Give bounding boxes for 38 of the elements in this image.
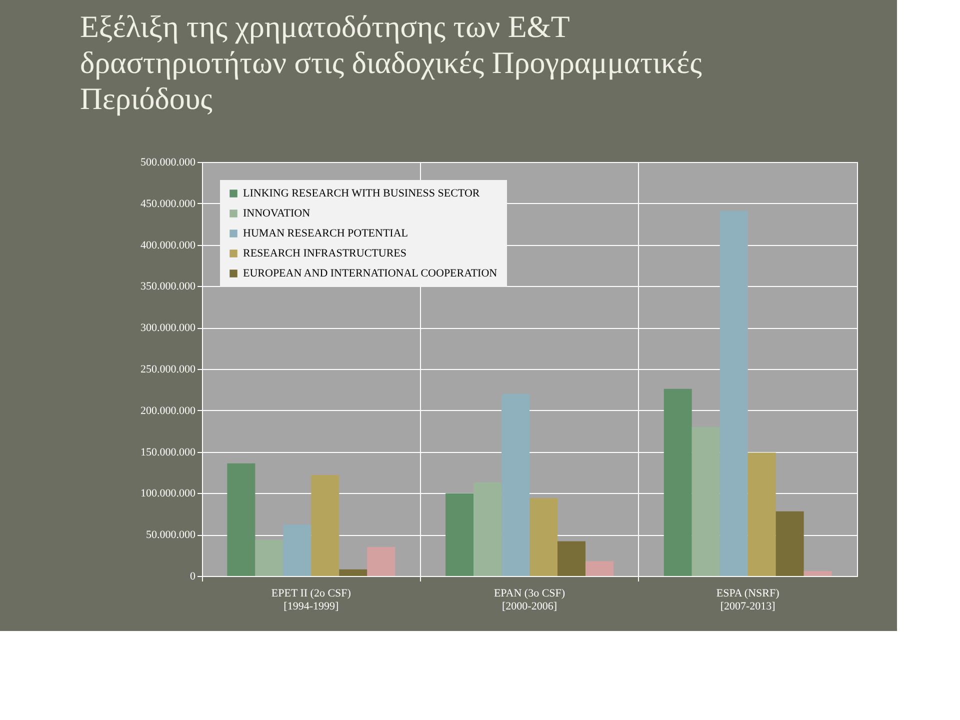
y-tick-label: 250.000.000 <box>140 364 196 376</box>
x-tick-label: EPAN (3o CSF) [2000-2006] <box>494 588 566 612</box>
y-tick-label: 100.000.000 <box>140 488 196 500</box>
bar <box>530 498 558 576</box>
y-tick-label: 50.000.000 <box>146 529 196 542</box>
bar <box>367 547 396 576</box>
bar <box>664 388 692 576</box>
bar <box>557 541 586 576</box>
y-tick-label: 450.000.000 <box>140 198 196 210</box>
bar <box>776 511 804 576</box>
bar <box>446 493 474 576</box>
bar <box>692 426 720 576</box>
bar <box>585 561 614 576</box>
bar <box>474 482 502 576</box>
bar <box>255 540 284 576</box>
bar <box>502 394 530 576</box>
bar <box>748 452 776 576</box>
bar <box>283 524 312 576</box>
y-tick-label: 150.000.000 <box>140 446 196 458</box>
legend-label: LINKING RESEARCH WITH BUSINESS SECTOR <box>243 188 480 200</box>
bar <box>804 571 832 576</box>
bar <box>339 569 368 576</box>
legend-label: INNOVATION <box>243 208 310 220</box>
y-tick-label: 400.000.000 <box>140 239 196 252</box>
y-tick-label: 0 <box>190 570 196 582</box>
y-tick-label: 500.000.000 <box>140 156 196 168</box>
bar <box>311 474 340 576</box>
bar <box>227 463 256 576</box>
y-tick-label: 200.000.000 <box>140 404 196 417</box>
x-tick-label: ESPA (NSRF) [2007-2013] <box>716 588 780 612</box>
y-tick-label: 300.000.000 <box>140 322 196 334</box>
chart-title: Εξέλιξη της χρηματοδότησης των Ε&Τ δραστηριοτήτων στις διαδοχικές Προγραμματικές Περιόδους <box>80 9 702 116</box>
legend-label: RESEARCH INFRASTRUCTURES <box>243 248 407 260</box>
legend-label: HUMAN RESEARCH POTENTIAL <box>243 228 408 240</box>
y-tick-label: 350.000.000 <box>140 280 196 293</box>
legend-label: EUROPEAN AND INTERNATIONAL COOPERATION <box>243 268 498 280</box>
bar <box>720 210 748 576</box>
x-tick-label: EPET II (2o CSF) [1994-1999] <box>271 588 352 612</box>
